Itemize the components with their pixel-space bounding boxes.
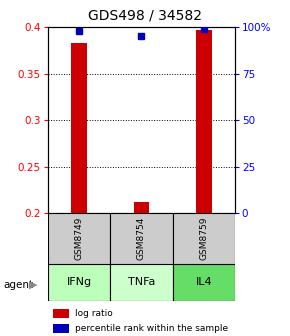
Text: IFNg: IFNg	[66, 277, 92, 287]
Text: IL4: IL4	[195, 277, 212, 287]
Text: GDS498 / 34582: GDS498 / 34582	[88, 8, 202, 22]
Bar	[52, 324, 69, 333]
Text: log ratio: log ratio	[75, 309, 113, 318]
Bar	[48, 213, 110, 264]
Text: GSM8749: GSM8749	[75, 217, 84, 260]
Text: agent: agent	[3, 280, 33, 290]
Bar	[196, 30, 211, 213]
Bar	[173, 264, 235, 301]
Bar	[110, 264, 173, 301]
Text: percentile rank within the sample: percentile rank within the sample	[75, 324, 228, 333]
Text: ▶: ▶	[29, 280, 38, 290]
Bar	[52, 309, 69, 319]
Text: GSM8759: GSM8759	[199, 217, 208, 260]
Bar	[134, 202, 149, 213]
Bar	[110, 213, 173, 264]
Bar	[48, 264, 110, 301]
Bar	[173, 213, 235, 264]
Text: GSM8754: GSM8754	[137, 217, 146, 260]
Text: TNFa: TNFa	[128, 277, 155, 287]
Bar	[71, 43, 87, 213]
